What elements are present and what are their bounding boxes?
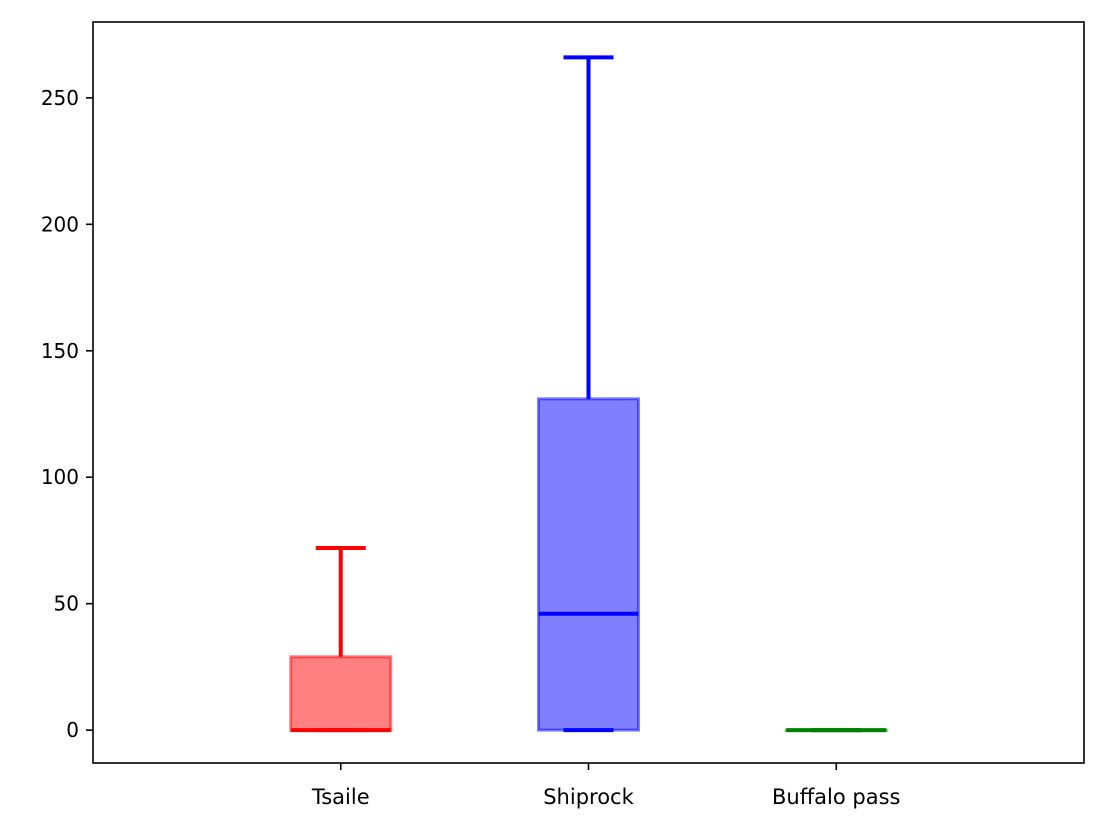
y-tick-label: 150 [41, 339, 79, 363]
box-group-buffalo-pass [784, 728, 888, 733]
y-tick-label: 200 [41, 212, 79, 236]
x-tick-label: Tsaile [311, 785, 370, 809]
y-tick-label: 250 [41, 86, 79, 110]
boxes-layer [289, 55, 888, 733]
box-group-tsaile [289, 546, 393, 733]
box-group-shiprock [537, 55, 640, 733]
box-body [537, 397, 640, 732]
axes-layer: 0 50 100 150 200 250 Tsaile Shiprock Buffalo pas… [41, 21, 1085, 809]
y-tick-label: 50 [54, 592, 79, 616]
y-tick-label: 100 [41, 465, 79, 489]
x-tick-label: Buffalo pass [772, 785, 901, 809]
x-tick-label: Shiprock [543, 785, 634, 809]
y-tick-label: 0 [66, 718, 79, 742]
box-body [289, 655, 393, 732]
